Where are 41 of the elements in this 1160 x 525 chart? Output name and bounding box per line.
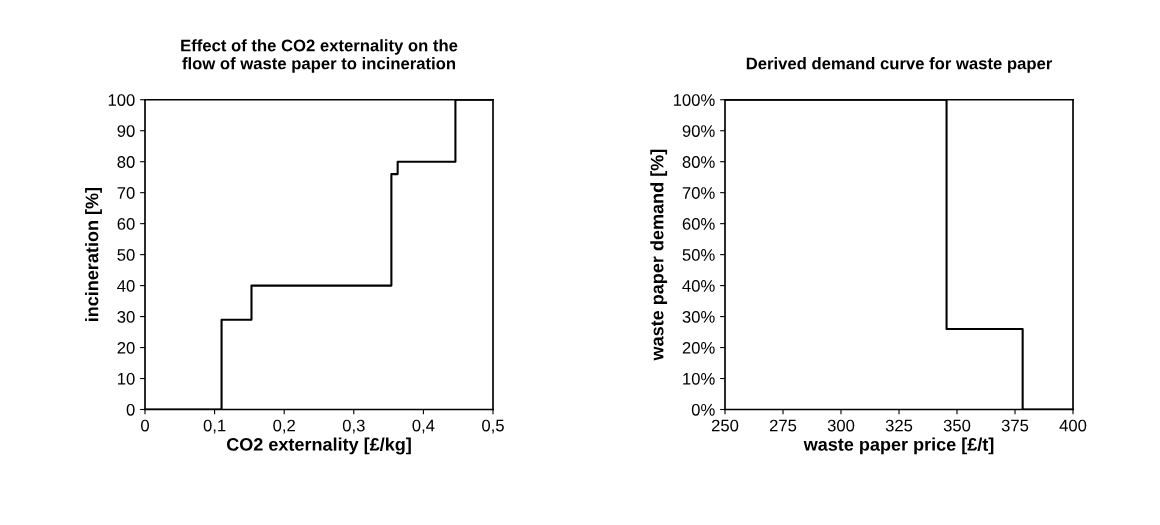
y-tick-label: 40% [682,280,715,292]
x-tick-label: 0 [141,419,149,432]
x-tick-label: 250 [711,419,739,432]
y-tick-label: 90% [682,125,715,137]
x-tick-label: 0,3 [342,419,365,434]
x-tick-label: 0,2 [273,419,295,434]
x-axis-title: waste paper price [£/t] [803,437,994,455]
y-tick-label: 10% [683,372,715,385]
y-tick-label: 40 [117,280,135,292]
x-tick-label: 400 [1059,419,1087,432]
y-tick-label: 80 [117,156,135,168]
y-tick-label: 0 [126,403,135,416]
y-tick-label: 50% [682,249,715,261]
y-tick-label: 50 [117,249,135,261]
chart-title: Effect of the CO2 externality on the flow of waste paper to incineration [181,39,458,73]
y-tick-label: 70% [682,187,715,199]
x-tick-label: 325 [885,419,913,432]
y-tick-label: 70 [117,187,135,199]
y-tick-label: 80% [682,156,715,168]
y-tick-label: 30% [682,310,715,323]
y-tick-label: 20% [682,341,715,354]
x-tick-label: 350 [943,419,971,432]
x-tick-label: 275 [769,419,797,432]
x-tick-label: 0,4 [412,419,435,434]
x-tick-label: 0,5 [482,419,504,434]
y-tick-label: 60% [682,218,715,230]
y-tick-label: 20 [117,341,135,354]
y-tick-label: 100 [108,94,135,106]
y-tick-label: 10 [118,372,135,385]
y-tick-label: 90 [117,125,135,137]
y-tick-label: 60 [117,218,135,230]
y-axis-title: incineration [%] [85,187,102,322]
y-tick-label: 100% [673,94,715,106]
y-tick-label: 0% [691,403,715,416]
x-tick-label: 0,1 [203,419,226,434]
chart-title: Derived demand curve for waste paper [746,57,1053,73]
x-tick-label: 375 [1001,419,1029,432]
y-axis-title: waste paper demand [%] [650,149,668,361]
x-axis-title: CO2 externality [£/kg] [226,437,411,455]
x-tick-label: 300 [827,419,855,432]
y-tick-label: 30 [117,310,135,323]
